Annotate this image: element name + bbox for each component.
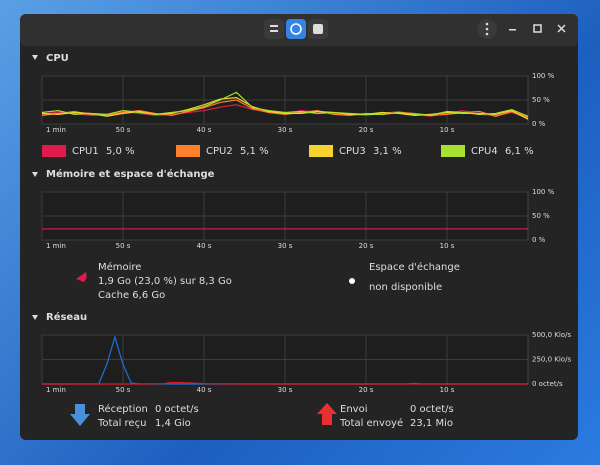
list-icon: [270, 25, 278, 27]
y-tick-label: 50 %: [532, 212, 550, 220]
memory-cache: Cache 6,6 Go: [98, 290, 165, 301]
swap-icon: [349, 278, 355, 284]
legend-value: 6,1 %: [505, 146, 534, 157]
legend-value: 3,1 %: [373, 146, 402, 157]
y-tick-label: 0 %: [532, 120, 546, 128]
send-label: Envoi: [340, 404, 367, 415]
legend-value: 5,1 %: [240, 146, 269, 157]
receive-total-label: Total reçu: [97, 418, 146, 429]
expander: [32, 172, 38, 177]
series-line: [41, 96, 529, 120]
processes-tab[interactable]: [264, 19, 284, 39]
swap-label: Espace d'échange: [369, 261, 460, 273]
legend-swatch: [441, 145, 465, 157]
legend-label: CPU4: [471, 146, 498, 157]
legend-swatch: [176, 145, 200, 157]
receive-rate: 0 octet/s: [155, 404, 199, 415]
x-tick-label: 1 min: [46, 386, 66, 394]
y-tick-label: 100 %: [532, 188, 555, 196]
series-line: [42, 381, 528, 385]
x-tick-label: 40 s: [197, 386, 212, 394]
disk-icon: [313, 24, 323, 34]
send-total-label: Total envoyé: [339, 417, 403, 429]
section-title: CPU: [46, 53, 69, 64]
x-tick-label: 30 s: [278, 126, 293, 134]
minimize-button[interactable]: [509, 29, 516, 31]
gauge-icon: [290, 23, 302, 35]
x-tick-label: 50 s: [116, 126, 131, 134]
expander: [32, 55, 38, 60]
x-tick-label: 30 s: [278, 386, 293, 394]
y-tick-label: 500,0 Kio/s: [532, 331, 571, 339]
x-tick-label: 50 s: [116, 242, 131, 250]
legend-swatch: [309, 145, 333, 157]
dot: [485, 32, 489, 36]
x-tick-label: 50 s: [116, 386, 131, 394]
y-tick-label: 0 %: [532, 236, 546, 244]
series-line: [41, 91, 529, 117]
swap-status: non disponible: [369, 282, 442, 293]
dot: [485, 27, 489, 31]
x-tick-label: 30 s: [278, 242, 293, 250]
maximize-button[interactable]: [533, 24, 542, 33]
legend-value: 5,0 %: [106, 146, 135, 157]
section-title: Réseau: [46, 311, 87, 323]
receive-total: 1,4 Gio: [155, 418, 191, 429]
x-tick-label: 20 s: [359, 386, 374, 394]
receive-arrow-icon: [70, 404, 90, 426]
x-tick-label: 10 s: [440, 126, 455, 134]
close-button[interactable]: [557, 24, 566, 33]
legend-label: CPU1: [72, 146, 99, 157]
resources-tab[interactable]: [286, 19, 306, 39]
memory-label: Mémoire: [98, 261, 141, 273]
list-icon: [270, 30, 278, 32]
x-tick-label: 40 s: [197, 242, 212, 250]
y-tick-label: 250,0 Kio/s: [532, 356, 571, 364]
memory-usage: 1,9 Go (23,0 %) sur 8,3 Go: [98, 276, 232, 287]
send-arrow-icon: [317, 403, 337, 425]
legend-label: CPU2: [206, 146, 233, 157]
expander: [32, 315, 38, 320]
legend-swatch: [42, 145, 66, 157]
series-line: [41, 99, 529, 118]
x-tick-label: 20 s: [359, 126, 374, 134]
memory-pie-icon: [76, 272, 87, 282]
x-tick-label: 40 s: [197, 126, 212, 134]
send-total: 23,1 Mio: [410, 418, 453, 429]
x-tick-label: 1 min: [46, 126, 66, 134]
x-tick-label: 20 s: [359, 242, 374, 250]
y-tick-label: 100 %: [532, 72, 555, 80]
y-tick-label: 50 %: [532, 96, 550, 104]
dot: [485, 22, 489, 26]
send-rate: 0 octet/s: [410, 404, 454, 415]
x-tick-label: 10 s: [440, 386, 455, 394]
x-tick-label: 1 min: [46, 242, 66, 250]
legend-label: CPU3: [339, 146, 366, 157]
y-tick-label: 0 octet/s: [532, 380, 563, 388]
section-title: Mémoire et espace d'échange: [46, 168, 215, 180]
receive-label: Réception: [98, 403, 148, 415]
x-tick-label: 10 s: [440, 242, 455, 250]
